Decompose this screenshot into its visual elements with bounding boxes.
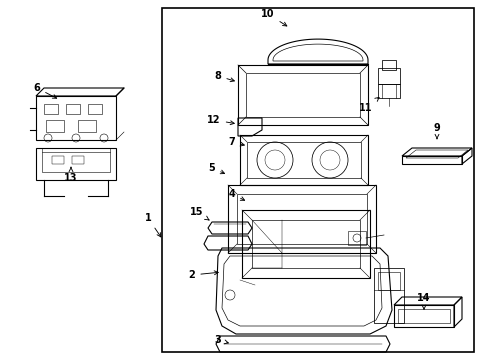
Text: 14: 14 [416, 293, 430, 309]
Text: 4: 4 [228, 189, 244, 200]
Bar [46, 120, 64, 132]
Bar [42, 148, 110, 172]
Bar [377, 84, 399, 98]
Text: 7: 7 [228, 137, 244, 147]
Bar [66, 104, 80, 114]
Text: 8: 8 [214, 71, 234, 82]
Text: 11: 11 [359, 98, 378, 113]
Bar [162, 8, 473, 352]
Text: 9: 9 [433, 123, 440, 139]
Text: 13: 13 [64, 167, 78, 183]
Bar [72, 156, 84, 164]
Bar [52, 156, 64, 164]
Bar [377, 68, 399, 84]
Bar [88, 104, 102, 114]
Text: 10: 10 [261, 9, 286, 26]
Bar [397, 309, 449, 323]
Bar [36, 96, 116, 140]
Bar [242, 210, 369, 278]
Bar [36, 148, 116, 180]
Text: 6: 6 [34, 83, 57, 98]
Bar [347, 231, 365, 245]
Bar [227, 185, 375, 253]
Bar [238, 65, 367, 125]
Bar [44, 104, 58, 114]
Bar [373, 268, 403, 323]
Bar [240, 135, 367, 185]
Text: 15: 15 [190, 207, 209, 220]
Bar [246, 142, 360, 178]
Bar [251, 220, 359, 268]
Bar [237, 194, 366, 244]
Text: 5: 5 [208, 163, 224, 174]
Bar [381, 60, 395, 70]
Text: 12: 12 [207, 115, 234, 125]
Bar [78, 120, 96, 132]
Bar [245, 73, 359, 117]
Bar [377, 272, 399, 290]
Text: 2: 2 [188, 270, 218, 280]
Text: 1: 1 [144, 213, 161, 237]
Text: 3: 3 [214, 335, 228, 345]
